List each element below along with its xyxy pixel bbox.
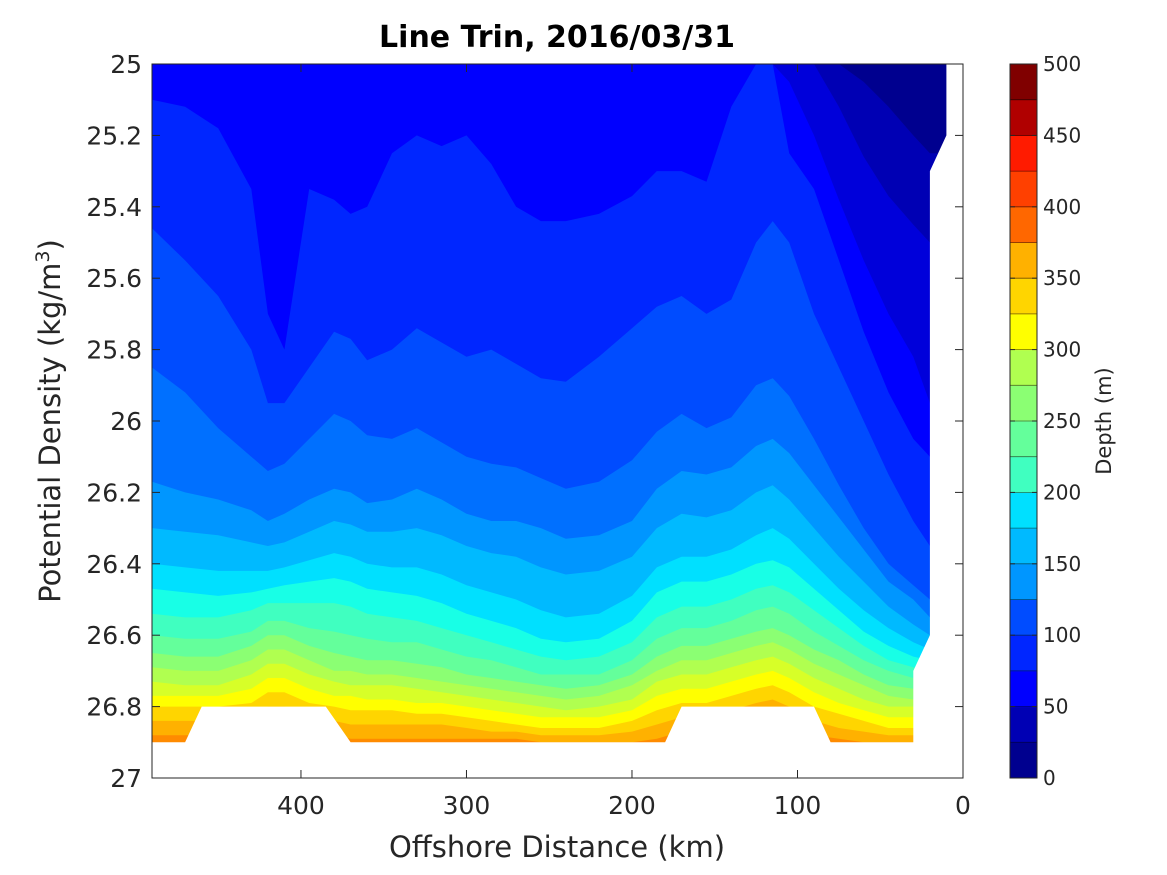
x-tick-label: 300 [443, 791, 491, 820]
no-data-mask [152, 64, 963, 778]
colorbar-tick-label: 350 [1043, 266, 1081, 290]
colorbar-tick-label: 0 [1043, 766, 1056, 790]
colorbar-segment [1010, 742, 1037, 779]
colorbar-tick-label: 100 [1043, 623, 1081, 647]
y-tick-label: 27 [110, 764, 142, 793]
colorbar-segment [1010, 99, 1037, 136]
y-axis-label-superscript: 3 [32, 250, 54, 262]
y-tick-label: 26.4 [86, 550, 142, 579]
colorbar-segment [1010, 242, 1037, 279]
colorbar-segment [1010, 64, 1037, 101]
colorbar-segment [1010, 313, 1037, 351]
colorbar-tick-label: 450 [1043, 123, 1081, 147]
colorbar-segment [1010, 599, 1037, 636]
x-tick-label: 400 [277, 791, 325, 820]
y-tick-label: 26.6 [86, 621, 142, 650]
colorbar-tick-label: 150 [1043, 552, 1081, 576]
contour-fill-area [152, 64, 963, 778]
y-tick-label: 25.4 [86, 193, 142, 222]
y-axis: 25 25.2 25.4 25.6 25.8 26 26.2 26.4 26.6 26.8 27 [86, 50, 963, 793]
colorbar-segment [1010, 421, 1037, 458]
colorbar-segment [1010, 385, 1037, 422]
y-tick-label: 26.2 [86, 478, 142, 507]
x-tick-label: 100 [774, 791, 822, 820]
colorbar-segment [1010, 349, 1037, 386]
y-tick-label: 25 [110, 50, 142, 79]
y-tick-label: 25.8 [86, 336, 142, 365]
colorbar-segment [1010, 528, 1037, 565]
colorbar-segment [1010, 563, 1037, 600]
colorbar-ticks: 0 50 100 150 200 250 300 350 400 450 500 [1010, 52, 1081, 790]
y-axis-label: Potential Density (kg/m3) [32, 239, 67, 603]
y-axis-label-close: ) [33, 239, 67, 250]
colorbar-tick-label: 400 [1043, 195, 1081, 219]
colorbar-segment [1010, 635, 1037, 672]
data-boundary [152, 64, 963, 778]
colorbar-segment [1010, 206, 1037, 243]
colorbar-label: Depth (m) [1092, 367, 1116, 474]
x-tick-label: 0 [955, 791, 971, 820]
chart-title: Line Trin, 2016/03/31 [379, 20, 735, 55]
x-axis: 400 300 200 100 0 [277, 64, 971, 820]
x-tick-label: 200 [608, 791, 656, 820]
y-tick-label: 26 [110, 407, 142, 436]
colorbar-tick-label: 200 [1043, 480, 1081, 504]
colorbar-tick-label: 50 [1043, 695, 1068, 719]
y-axis-label-main: Potential Density (kg/m [33, 263, 67, 603]
x-axis-label: Offshore Distance (km) [389, 830, 725, 864]
colorbar-segment [1010, 670, 1037, 708]
colorbar-segment [1010, 706, 1037, 743]
colorbar-segment [1010, 456, 1037, 493]
colorbar-segment [1010, 135, 1037, 172]
colorbar-segment [1010, 171, 1037, 208]
colorbar-segment [1010, 278, 1037, 315]
y-tick-label: 26.8 [86, 693, 142, 722]
y-tick-label: 25.2 [86, 121, 142, 150]
colorbar-tick-label: 300 [1043, 338, 1081, 362]
colorbar-tick-label: 500 [1043, 52, 1081, 76]
colorbar-segment [1010, 492, 1037, 529]
y-tick-label: 25.6 [86, 264, 142, 293]
colorbar-tick-label: 250 [1043, 409, 1081, 433]
